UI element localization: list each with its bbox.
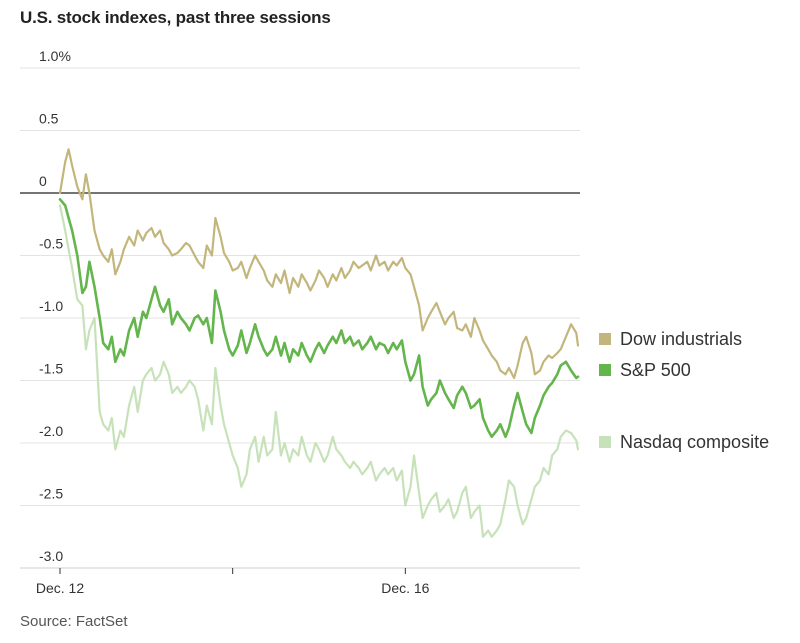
x-axis: Dec. 12 Dec. 16 (20, 567, 580, 596)
y-tick-label: -3.0 (39, 548, 63, 564)
legend-label: Dow industrials (620, 329, 742, 349)
y-tick-label: 0 (39, 173, 47, 189)
legend-swatch (599, 364, 611, 376)
source-note: Source: FactSet (20, 613, 128, 630)
y-tick-label: -2.5 (39, 486, 63, 502)
grid-lines (20, 67, 580, 569)
y-tick-label: -1.0 (39, 298, 63, 314)
y-tick-label: -0.5 (39, 236, 63, 252)
y-tick-label: -2.0 (39, 423, 63, 439)
legend-swatch (599, 333, 611, 345)
y-tick-label: -1.5 (39, 361, 63, 377)
y-axis-tick-labels: 1.0% 0.5 0 -0.5 -1.0 -1.5 -2.0 -2.5 -3.0 (39, 48, 71, 564)
series-line-dow-industrials (58, 148, 580, 380)
x-tick-label: Dec. 12 (36, 580, 84, 596)
legend-label: S&P 500 (620, 360, 691, 380)
y-tick-label: 0.5 (39, 111, 59, 127)
legend-label: Nasdaq composite (620, 432, 769, 452)
series-lines (58, 148, 580, 538)
y-tick-label: 1.0% (39, 48, 71, 64)
x-tick-label: Dec. 16 (381, 580, 429, 596)
series-line-nasdaq-composite (58, 204, 580, 538)
legend: Dow industrials S&P 500 Nasdaq composite (599, 329, 769, 452)
chart-title: U.S. stock indexes, past three sessions (20, 8, 331, 27)
legend-swatch (599, 436, 611, 448)
series-line-s-p-500 (58, 198, 580, 439)
